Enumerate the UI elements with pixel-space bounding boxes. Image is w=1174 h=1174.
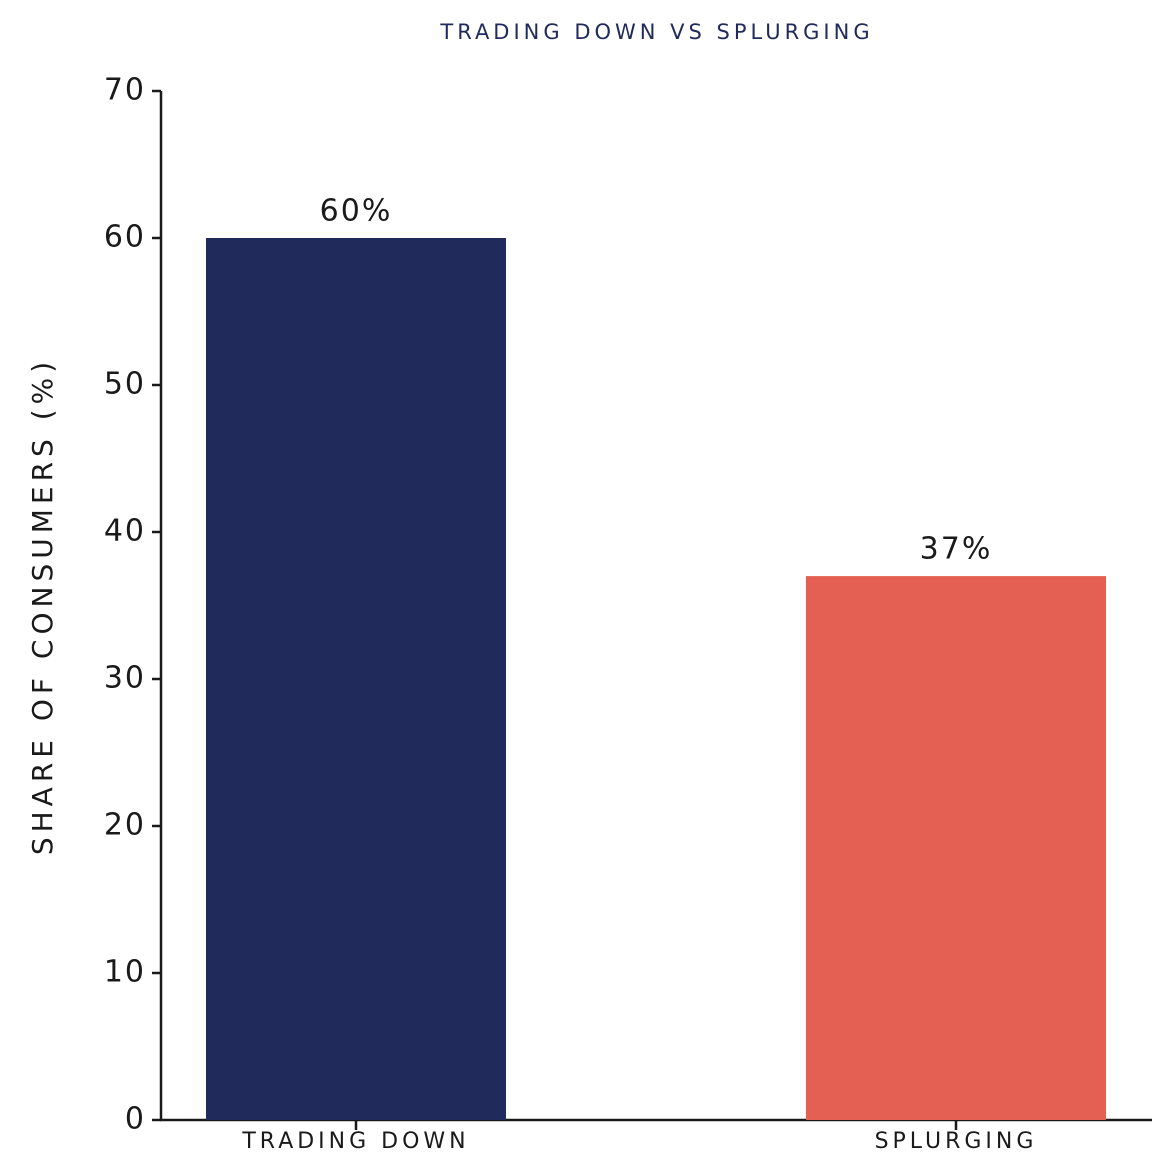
y-tick-label: 20 [104, 808, 146, 843]
bar [206, 238, 506, 1120]
value-label: 37% [920, 532, 993, 567]
y-tick-label: 60 [104, 220, 146, 255]
x-tick-label: SPLURGING [875, 1129, 1038, 1154]
y-tick-label: 10 [104, 955, 146, 990]
y-tick-label: 0 [125, 1102, 146, 1137]
y-tick-label: 70 [104, 73, 146, 108]
chart-title: TRADING DOWN VS SPLURGING [439, 20, 873, 44]
y-tick-label: 50 [104, 367, 146, 402]
y-axis-label: SHARE OF CONSUMERS (%) [26, 357, 59, 855]
y-tick-label: 40 [104, 514, 146, 549]
y-tick-label: 30 [104, 661, 146, 696]
bar [806, 576, 1106, 1120]
value-label: 60% [320, 194, 393, 229]
x-tick-label: TRADING DOWN [241, 1129, 469, 1154]
